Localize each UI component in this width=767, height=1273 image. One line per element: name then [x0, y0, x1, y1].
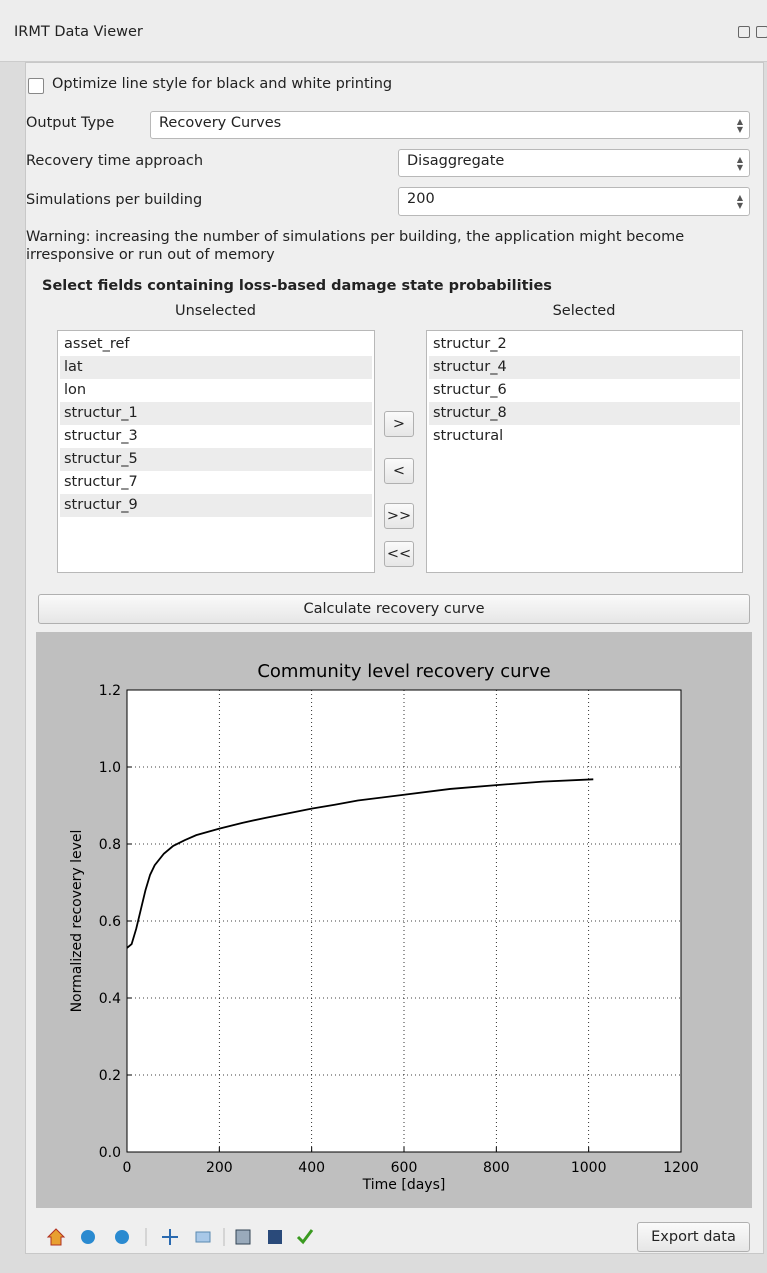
selected-list[interactable]: structur_2 structur_4 structur_6 structur_8… [426, 330, 743, 573]
forward-icon[interactable] [115, 1230, 129, 1244]
combo-arrows: ▲ ▼ [736, 155, 743, 172]
back-icon[interactable] [81, 1230, 95, 1244]
checkbox-label: Optimize line style for black and white … [52, 76, 393, 92]
label: Recovery time approach [26, 153, 204, 169]
list-item[interactable]: structur_7 [60, 471, 372, 494]
x-axis-label: Time [days] [362, 1177, 446, 1193]
plot-frame [126, 689, 682, 1153]
list-item[interactable]: structur_2 [429, 333, 740, 356]
unselected-list[interactable]: asset_ref lat lon structur_1 structur_3 struc… [57, 330, 375, 573]
simulations-spinbox[interactable]: 200 ▲ ▼ [398, 187, 750, 216]
label: Simulations per building [26, 192, 203, 208]
spinbox-value: 200 [407, 191, 435, 207]
list-item[interactable]: structur_1 [60, 402, 372, 425]
spin-arrows: ▲ ▼ [736, 193, 743, 210]
list-label: Selected [552, 303, 616, 319]
add-button[interactable]: > [384, 411, 414, 437]
y-tick-label: 0.0 [99, 1145, 121, 1161]
x-tick-label: 400 [298, 1160, 325, 1176]
home-icon[interactable] [46, 1228, 66, 1246]
calculate-button[interactable]: Calculate recovery curve [38, 594, 750, 624]
x-tick-label: 600 [391, 1160, 418, 1176]
chart: Community level recovery curve Time [day… [36, 632, 752, 1208]
list-label: Unselected [174, 303, 256, 319]
float-button[interactable] [738, 26, 750, 38]
y-tick-label: 0.6 [99, 914, 121, 930]
save-icon[interactable] [268, 1230, 282, 1244]
add-all-button[interactable]: >> [384, 503, 414, 529]
y-tick-label: 1.0 [99, 760, 121, 776]
list-item[interactable]: asset_ref [60, 333, 372, 356]
subplots-icon[interactable] [235, 1229, 251, 1245]
x-tick-label: 1000 [571, 1160, 607, 1176]
y-tick-label: 0.4 [99, 991, 121, 1007]
checkbox[interactable] [28, 78, 44, 94]
x-tick-label: 200 [206, 1160, 233, 1176]
label: Output Type [26, 115, 115, 131]
list-item[interactable]: lon [60, 379, 372, 402]
y-tick-label: 1.2 [99, 683, 121, 699]
list-item[interactable]: structur_5 [60, 448, 372, 471]
approach-combo[interactable]: Disaggregate ▲ ▼ [398, 149, 750, 177]
combo-value: Disaggregate [407, 153, 505, 169]
list-item[interactable]: structur_9 [60, 494, 372, 517]
list-item[interactable]: structur_8 [429, 402, 740, 425]
warning: Warning: increasing the number of simula… [26, 229, 685, 263]
list-item[interactable]: lat [60, 356, 372, 379]
y-axis-label: Normalized recovery level [69, 830, 85, 1013]
zoom-icon[interactable] [195, 1231, 211, 1243]
edit-icon[interactable] [296, 1229, 314, 1245]
y-tick-label: 0.2 [99, 1068, 121, 1084]
x-tick-label: 800 [483, 1160, 510, 1176]
toolbar [46, 1228, 314, 1246]
window-title: IRMT Data Viewer [14, 24, 143, 40]
y-tick-label: 0.8 [99, 837, 121, 853]
remove-button[interactable]: < [384, 458, 414, 484]
pan-icon[interactable] [162, 1229, 178, 1245]
title-bar: IRMT Data Viewer [0, 0, 767, 62]
output-type-combo[interactable]: Recovery Curves ▲ ▼ [150, 111, 750, 139]
list-item[interactable]: structural [429, 425, 740, 448]
list-item[interactable]: structur_4 [429, 356, 740, 379]
x-tick-label: 1200 [663, 1160, 699, 1176]
export-button[interactable]: Export data [637, 1222, 750, 1252]
data-line [126, 778, 594, 949]
x-tick-label: 0 [123, 1160, 132, 1176]
chart-title: Community level recovery curve [257, 661, 550, 682]
close-button[interactable] [756, 26, 767, 38]
remove-all-button[interactable]: << [384, 541, 414, 567]
combo-arrows: ▲ ▼ [736, 117, 743, 134]
list-item[interactable]: structur_6 [429, 379, 740, 402]
section-heading: Select fields containing loss-based dama… [42, 278, 552, 294]
combo-value: Recovery Curves [159, 115, 282, 131]
list-item[interactable]: structur_3 [60, 425, 372, 448]
